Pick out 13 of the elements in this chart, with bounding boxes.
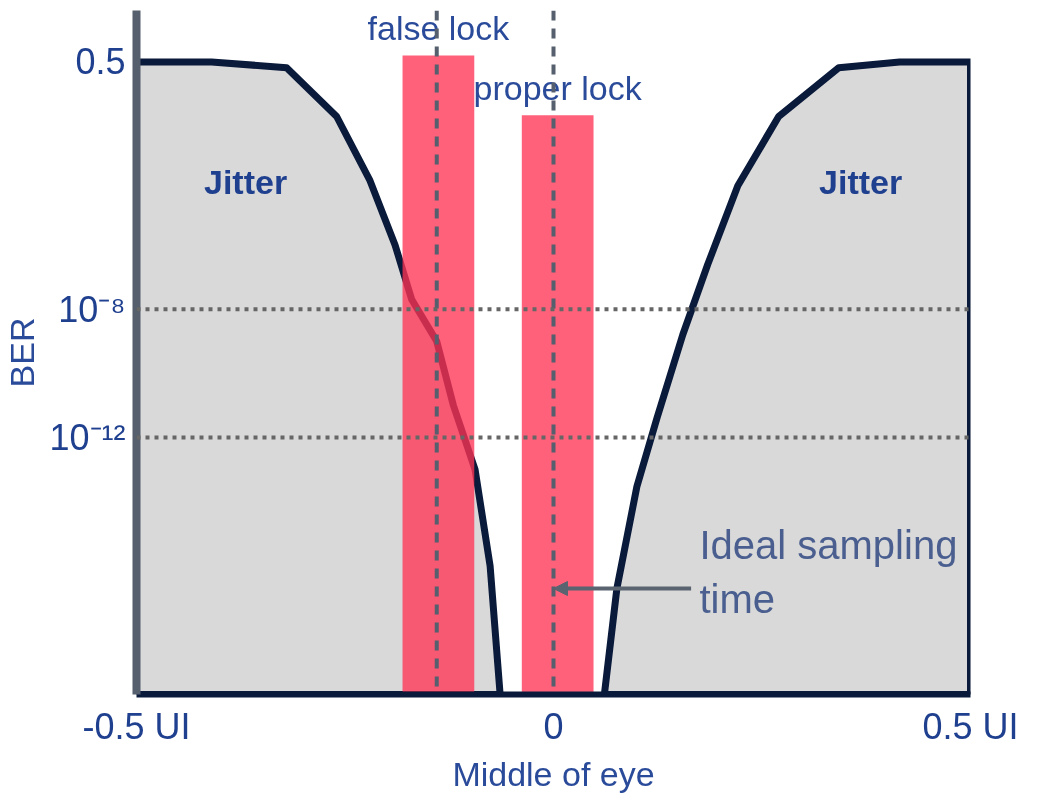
x-tick-label: -0.5 UI xyxy=(82,705,191,747)
x-axis-title: Middle of eye xyxy=(452,754,655,793)
series-label: false lock xyxy=(367,9,511,48)
y-tick-label: 0.5 xyxy=(75,41,126,83)
y-tick-label: 10⁻¹² xyxy=(49,417,126,459)
series-label: Jitter xyxy=(204,162,288,201)
y-tick-label: 10⁻⁸ xyxy=(58,288,126,330)
x-tick-label: 0.5 UI xyxy=(922,705,1019,747)
series-label: proper lock xyxy=(473,69,643,108)
y-axis-title: BER xyxy=(3,317,42,388)
x-tick-label: 0 xyxy=(543,705,564,747)
series-label: Jitter xyxy=(819,162,903,201)
annotation: Ideal sampling time xyxy=(699,522,958,621)
